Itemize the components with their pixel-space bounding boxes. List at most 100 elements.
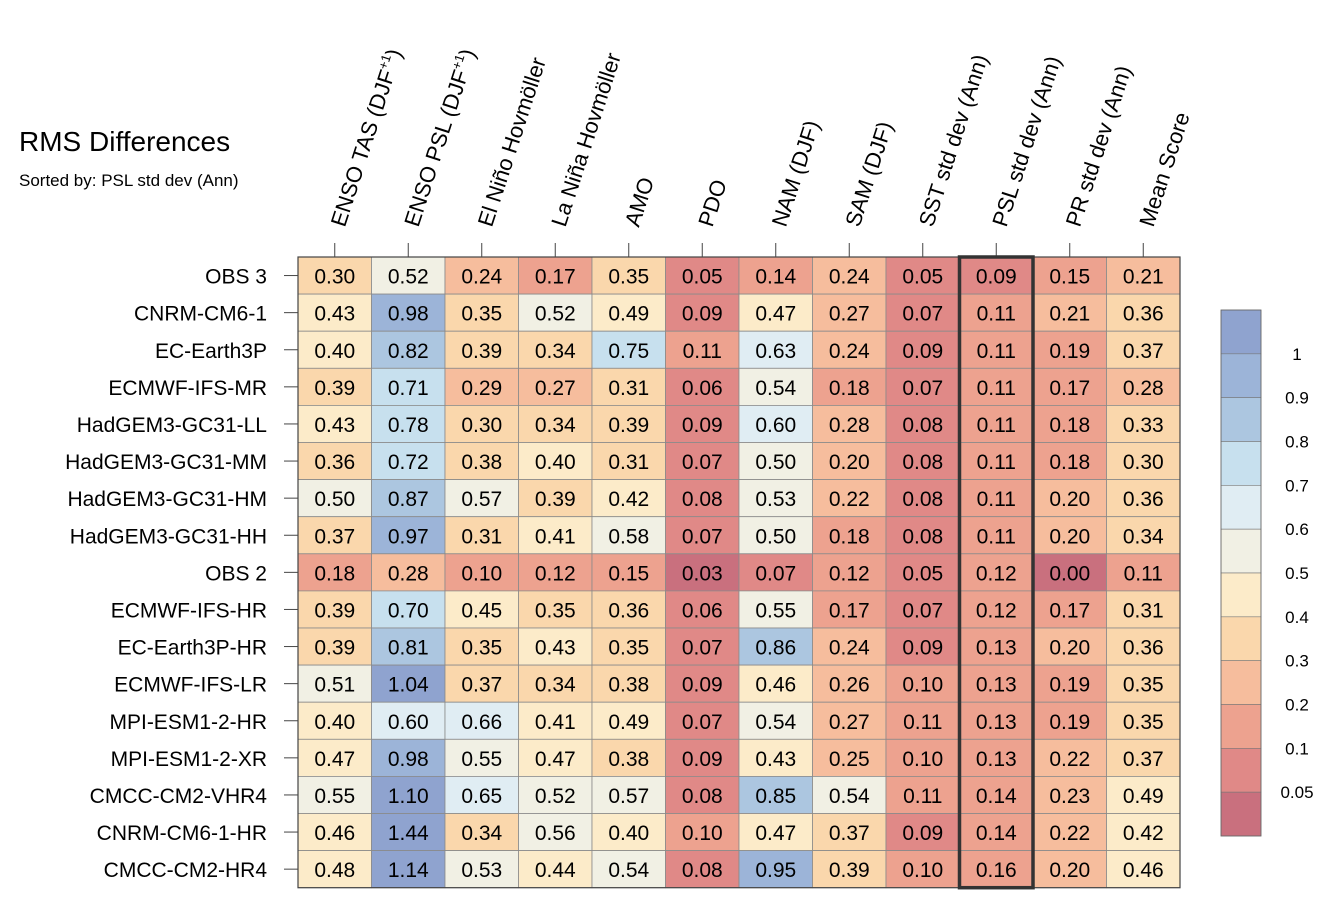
heatmap-cell bbox=[738, 627, 813, 666]
cell-value: 0.35 bbox=[608, 637, 649, 660]
heatmap-cell bbox=[1106, 776, 1181, 814]
cell-value-labels: 0.30 0.52 0.24 0.17 0.35 0.05 0.14 0.24 0.05 0.09… bbox=[314, 266, 1164, 883]
cell-value: 0.11 bbox=[977, 525, 1016, 548]
cell-value: 0.40 bbox=[314, 711, 355, 734]
heatmap-cell bbox=[812, 850, 887, 889]
row-labels: OBS 3 CNRM-CM6-1 EC-Earth3P ECMWF-IFS-MR Had… bbox=[65, 266, 298, 882]
heatmap-cell bbox=[812, 330, 887, 369]
column-label: ENSO PSL (DJF+1) bbox=[398, 45, 480, 229]
heatmap-cell bbox=[959, 553, 1034, 592]
cell-value: 0.75 bbox=[608, 340, 649, 363]
cell-value: 0.47 bbox=[535, 748, 576, 771]
colorbar-tick-label: 0.7 bbox=[1285, 476, 1309, 495]
heatmap-cell bbox=[297, 516, 372, 555]
cell-value: 0.28 bbox=[829, 414, 870, 437]
cell-value: 0.17 bbox=[829, 599, 870, 622]
heatmap-cell bbox=[371, 776, 446, 814]
cell-value: 0.06 bbox=[682, 377, 723, 400]
heatmap-cell bbox=[297, 256, 372, 295]
heatmap-cell bbox=[591, 776, 666, 814]
cell-value: 0.43 bbox=[314, 303, 355, 326]
column-label: PR std dev (Ann) bbox=[1061, 63, 1137, 230]
cell-value: 0.54 bbox=[755, 711, 796, 734]
plot-border bbox=[297, 256, 1181, 889]
cell-value: 0.05 bbox=[902, 266, 943, 289]
heatmap-cell bbox=[959, 516, 1034, 555]
cell-value: 0.35 bbox=[461, 637, 502, 660]
cell-value: 0.27 bbox=[829, 711, 870, 734]
heatmap-cell bbox=[1032, 627, 1107, 666]
heatmap-cell bbox=[1032, 256, 1107, 295]
heatmap-cell bbox=[518, 404, 593, 443]
cell-value: 0.17 bbox=[1049, 599, 1090, 622]
heatmap-cell bbox=[1106, 627, 1181, 666]
cell-value: 0.35 bbox=[1123, 674, 1164, 697]
cell-value: 0.33 bbox=[1123, 414, 1164, 437]
heatmap-cell bbox=[371, 293, 446, 332]
heatmap-cell bbox=[591, 850, 666, 889]
heatmap-cell bbox=[518, 664, 593, 703]
cell-value: 0.19 bbox=[1049, 674, 1090, 697]
cell-value: 0.09 bbox=[682, 748, 723, 771]
heatmap-cell bbox=[738, 590, 813, 629]
cell-value: 0.40 bbox=[314, 340, 355, 363]
heatmap-cell bbox=[885, 738, 960, 777]
heatmap-cell bbox=[444, 293, 519, 332]
heatmap-cell bbox=[297, 701, 372, 740]
cell-value: 0.47 bbox=[755, 822, 796, 845]
heatmap-cell bbox=[444, 516, 519, 555]
cell-value: 0.18 bbox=[829, 377, 870, 400]
cell-value: 0.52 bbox=[535, 785, 576, 808]
heatmap-cell bbox=[518, 738, 593, 777]
heatmap-cell bbox=[297, 553, 372, 592]
cell-value: 0.38 bbox=[608, 674, 649, 697]
cell-value: 0.07 bbox=[902, 599, 943, 622]
heatmap-cell bbox=[371, 553, 446, 592]
colorbar: 1 0.9 0.8 0.7 0.6 0.5 0.4 0.3 0.2 0.1 0.05 bbox=[1220, 309, 1314, 837]
row-label: HadGEM3-GC31-MM bbox=[65, 451, 267, 474]
cell-value: 0.43 bbox=[535, 637, 576, 660]
cell-value: 0.44 bbox=[535, 859, 576, 882]
cell-value: 0.38 bbox=[608, 748, 649, 771]
heatmap-cell bbox=[959, 701, 1034, 740]
cell-value: 0.57 bbox=[608, 785, 649, 808]
cell-value: 0.13 bbox=[976, 637, 1017, 660]
cell-value: 0.97 bbox=[388, 525, 429, 548]
colorbar-tick-label: 0.3 bbox=[1285, 652, 1309, 671]
cell-value: 0.54 bbox=[608, 859, 649, 882]
colorbar-segment bbox=[1220, 441, 1262, 486]
cell-value: 0.27 bbox=[535, 377, 576, 400]
heatmap-cell bbox=[518, 553, 593, 592]
row-label: HadGEM3-GC31-HM bbox=[67, 488, 267, 511]
heatmap-cell bbox=[665, 627, 740, 666]
cell-value: 0.35 bbox=[608, 266, 649, 289]
heatmap-cell bbox=[297, 776, 372, 814]
cell-value: 0.25 bbox=[829, 748, 870, 771]
cell-value: 0.45 bbox=[461, 599, 502, 622]
cell-value: 0.54 bbox=[755, 377, 796, 400]
heatmap-cell bbox=[885, 404, 960, 443]
heatmap-cell bbox=[444, 738, 519, 777]
cell-value: 0.20 bbox=[1049, 488, 1090, 511]
cell-value: 0.39 bbox=[829, 859, 870, 882]
cell-value: 1.10 bbox=[388, 785, 429, 808]
heatmap-cell bbox=[1106, 590, 1181, 629]
heatmap-cell bbox=[812, 442, 887, 480]
cell-value: 0.34 bbox=[535, 340, 576, 363]
heatmap-cell bbox=[518, 776, 593, 814]
cell-value: 0.20 bbox=[1049, 525, 1090, 548]
cell-value: 0.11 bbox=[903, 785, 942, 808]
cell-value: 0.00 bbox=[1049, 562, 1090, 585]
cell-value: 0.23 bbox=[1049, 785, 1090, 808]
heatmap-cell bbox=[518, 293, 593, 332]
cell-value: 0.72 bbox=[388, 451, 429, 474]
heatmap-cell bbox=[885, 813, 960, 851]
cell-value: 0.81 bbox=[388, 637, 429, 660]
cell-value: 0.46 bbox=[755, 674, 796, 697]
cell-value: 0.22 bbox=[1049, 748, 1090, 771]
cell-value: 0.11 bbox=[977, 303, 1016, 326]
cell-value: 0.08 bbox=[682, 785, 723, 808]
cell-value: 0.24 bbox=[829, 637, 870, 660]
colorbar-segment bbox=[1220, 572, 1262, 618]
cell-value: 0.26 bbox=[829, 674, 870, 697]
